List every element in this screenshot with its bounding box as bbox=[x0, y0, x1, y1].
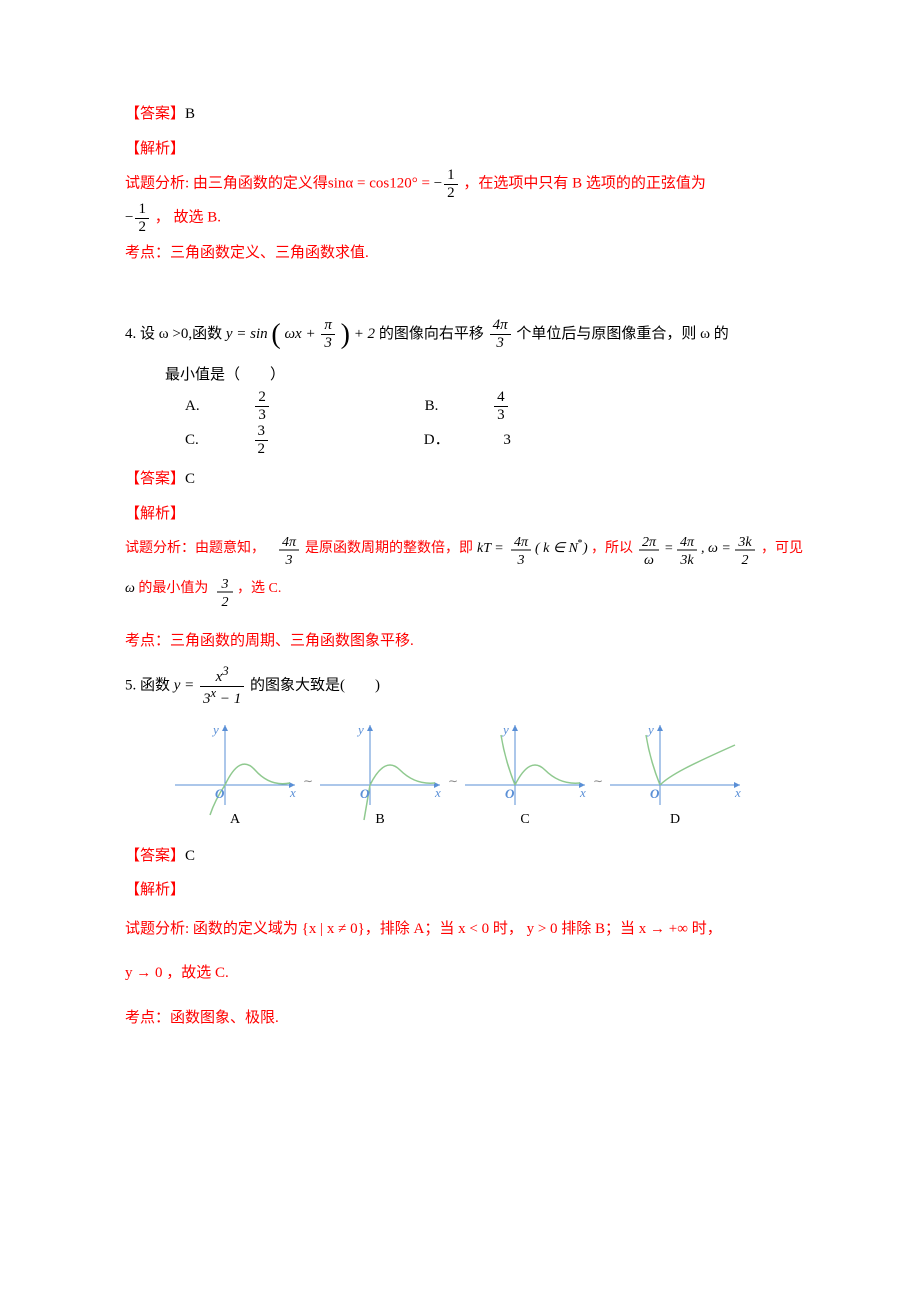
q3-frac1: 1 2 bbox=[442, 167, 460, 201]
svg-text:O: O bbox=[360, 786, 370, 801]
svg-text:O: O bbox=[215, 786, 225, 801]
svg-text:，所以: ，所以 bbox=[591, 540, 633, 556]
q3-analysis-label: 【解析】 bbox=[125, 135, 805, 164]
svg-text:kT =: kT = bbox=[477, 541, 504, 556]
svg-text:B: B bbox=[375, 812, 384, 825]
svg-text:2π: 2π bbox=[642, 535, 657, 550]
svg-text:是原函数周期的整数倍，即: 是原函数周期的整数倍，即 bbox=[305, 540, 473, 556]
q3-analysis-line1: 试题分析: 由三角函数的定义得sinα = cos120° = − 1 2 ，在… bbox=[125, 167, 805, 201]
svg-text:x: x bbox=[434, 785, 441, 800]
svg-text:, ω =: , ω = bbox=[701, 541, 731, 556]
q3-answer-heading: 【答案】B bbox=[125, 100, 805, 129]
svg-text:，可见: ，可见 bbox=[761, 541, 803, 556]
svg-text:3k: 3k bbox=[737, 535, 752, 550]
svg-text:4π: 4π bbox=[282, 535, 297, 550]
q3-answer-value: B bbox=[185, 106, 195, 122]
svg-text:): ) bbox=[582, 541, 588, 556]
q5-analysis-line1: 试题分析: 函数的定义域为 {x | x ≠ 0}，排除 A；当 x < 0 时… bbox=[125, 915, 805, 944]
q3-frac2: 1 2 bbox=[133, 201, 151, 235]
svg-text:O: O bbox=[505, 786, 515, 801]
svg-text:y: y bbox=[211, 722, 219, 737]
svg-text:3: 3 bbox=[285, 553, 293, 568]
svg-text:=: = bbox=[664, 541, 673, 556]
q4-stem-line2: 最小值是（ ） bbox=[165, 361, 805, 390]
svg-text:y: y bbox=[501, 722, 509, 737]
q4-optA: A. 23 bbox=[185, 389, 371, 423]
q4-stem-post: 个单位后与原图像重合，则 ω 的 bbox=[516, 326, 728, 342]
svg-text:，选 C.: ，选 C. bbox=[237, 580, 281, 596]
svg-text:y: y bbox=[356, 722, 364, 737]
q5-answer-heading: 【答案】C bbox=[125, 842, 805, 871]
q5-stem: 5. 函数 y = x3 3x − 1 的图象大致是( ) bbox=[125, 665, 805, 707]
svg-text:A: A bbox=[230, 812, 241, 825]
svg-text:ω 的最小值为: ω 的最小值为 bbox=[125, 580, 208, 596]
q5-main-frac: x3 3x − 1 bbox=[198, 665, 246, 707]
svg-text:y: y bbox=[646, 722, 654, 737]
q4-plus2: + 2 bbox=[354, 326, 375, 342]
svg-text:x: x bbox=[579, 785, 586, 800]
svg-text:3: 3 bbox=[221, 577, 229, 592]
q3-answer-label: 【答案】 bbox=[125, 106, 185, 122]
svg-text:O: O bbox=[650, 786, 660, 801]
svg-text:ω: ω bbox=[644, 553, 654, 568]
svg-text:( k ∈ N: ( k ∈ N bbox=[535, 541, 579, 556]
svg-text:4π: 4π bbox=[514, 535, 529, 550]
q4-options: A. 23 B. 43 C. 32 D． 3 bbox=[185, 389, 805, 457]
q4-stem-pre: 4. 设 ω >0,函数 bbox=[125, 326, 226, 342]
q4-answer-heading: 【答案】C bbox=[125, 465, 805, 494]
q4-analysis-body: 试题分析：由题意知， 4π 3 是原函数周期的整数倍，即 kT = 4π 3 (… bbox=[125, 534, 805, 623]
q4-stem-mid: 的图像向右平移 bbox=[379, 326, 488, 342]
svg-text:∼: ∼ bbox=[303, 774, 313, 788]
q4-inner-frac: π 3 bbox=[319, 317, 337, 351]
svg-text:试题分析：由题意知，: 试题分析：由题意知， bbox=[125, 539, 265, 556]
svg-text:3k: 3k bbox=[679, 553, 694, 568]
svg-text:2: 2 bbox=[222, 595, 229, 610]
svg-text:*: * bbox=[577, 538, 582, 549]
q3-analysis-post: ，在选项中只有 B 选项的的正弦值为 bbox=[463, 175, 706, 191]
q3-analysis-pre: 试题分析: 由三角函数的定义得sinα = cos120° = bbox=[125, 175, 434, 191]
svg-text:4π: 4π bbox=[680, 535, 695, 550]
q5-graphs: y x O A y x O B bbox=[165, 715, 805, 836]
svg-text:x: x bbox=[734, 785, 741, 800]
svg-text:∼: ∼ bbox=[593, 774, 603, 788]
q4-optC: C. 32 bbox=[185, 423, 370, 457]
svg-text:∼: ∼ bbox=[448, 774, 458, 788]
q4-shift-frac: 4π 3 bbox=[488, 317, 513, 351]
q4-optD: D． 3 bbox=[424, 426, 561, 455]
q4-analysis-label: 【解析】 bbox=[125, 500, 805, 529]
q4-optB: B. 43 bbox=[425, 389, 610, 423]
svg-text:3: 3 bbox=[517, 553, 525, 568]
svg-text:D: D bbox=[670, 812, 680, 825]
svg-text:2: 2 bbox=[742, 553, 749, 568]
q3-analysis-line2: − 1 2 ， 故选 B. bbox=[125, 201, 805, 235]
q3-kaodian: 考点：三角函数定义、三角函数求值. bbox=[125, 239, 805, 268]
q3-analysis-tail: ， 故选 B. bbox=[155, 209, 221, 225]
q5-analysis-line2: y → 0 ，故选 C. bbox=[125, 959, 805, 988]
q5-kaodian: 考点：函数图象、极限. bbox=[125, 1004, 805, 1033]
q4-formula-y: y = sin bbox=[226, 326, 268, 342]
q5-analysis-label: 【解析】 bbox=[125, 876, 805, 905]
svg-text:C: C bbox=[520, 812, 529, 825]
q4-inner-pre: ωx + bbox=[284, 326, 319, 342]
q4-kaodian: 考点：三角函数的周期、三角函数图象平移. bbox=[125, 627, 805, 656]
svg-text:x: x bbox=[289, 785, 296, 800]
q4-stem: 4. 设 ω >0,函数 y = sin ( ωx + π 3 ) + 2 的图… bbox=[125, 308, 805, 361]
